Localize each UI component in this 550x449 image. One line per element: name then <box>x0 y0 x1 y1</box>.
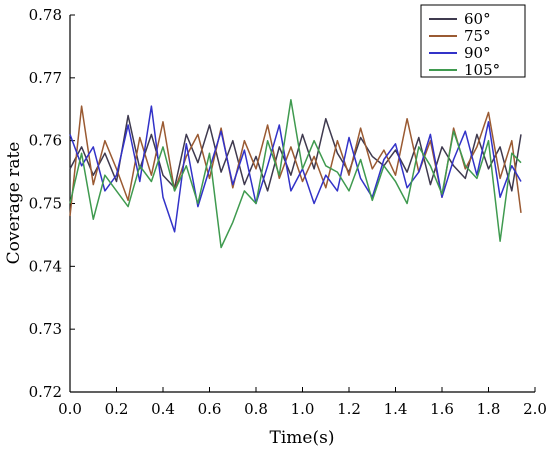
y-tick-label: 0.78 <box>29 6 62 24</box>
x-tick-label: 1.6 <box>430 400 454 418</box>
legend-label: 90° <box>464 44 491 62</box>
x-tick-label: 0.6 <box>198 400 222 418</box>
legend: 60°75°90°105° <box>420 4 526 79</box>
y-tick-label: 0.75 <box>29 195 62 213</box>
y-tick-label: 0.72 <box>29 383 62 401</box>
x-tick-label: 1.4 <box>384 400 408 418</box>
y-tick-label: 0.76 <box>29 132 62 150</box>
legend-label: 75° <box>464 27 491 45</box>
x-tick-label: 0.8 <box>244 400 268 418</box>
y-tick-label: 0.74 <box>29 257 62 275</box>
y-axis-ticks: 0.72 0.73 0.74 0.75 0.76 0.77 0.78 <box>29 6 75 401</box>
series-line-105-deg <box>69 99 522 249</box>
x-tick-label: 0.2 <box>105 400 129 418</box>
legend-frame <box>420 4 526 78</box>
x-tick-label: 1.2 <box>337 400 361 418</box>
series-line-90-deg <box>69 105 522 233</box>
y-axis-title: Coverage rate <box>4 142 24 265</box>
x-tick-label: 2.0 <box>523 400 547 418</box>
legend-label: 105° <box>464 61 500 79</box>
x-axis-title: Time(s) <box>270 428 335 448</box>
x-tick-label: 0.4 <box>151 400 175 418</box>
x-tick-label: 0.0 <box>58 400 82 418</box>
y-tick-label: 0.77 <box>29 69 62 87</box>
y-tick-label: 0.73 <box>29 320 62 338</box>
series-line-60-deg <box>69 114 522 192</box>
x-tick-label: 1.8 <box>477 400 501 418</box>
x-axis-ticks: 0.0 0.2 0.4 0.6 0.8 1.0 1.2 1.4 1.6 1.8 2.0 <box>58 387 547 418</box>
legend-label: 60° <box>464 10 491 28</box>
series-lines <box>69 99 522 249</box>
x-tick-label: 1.0 <box>291 400 315 418</box>
